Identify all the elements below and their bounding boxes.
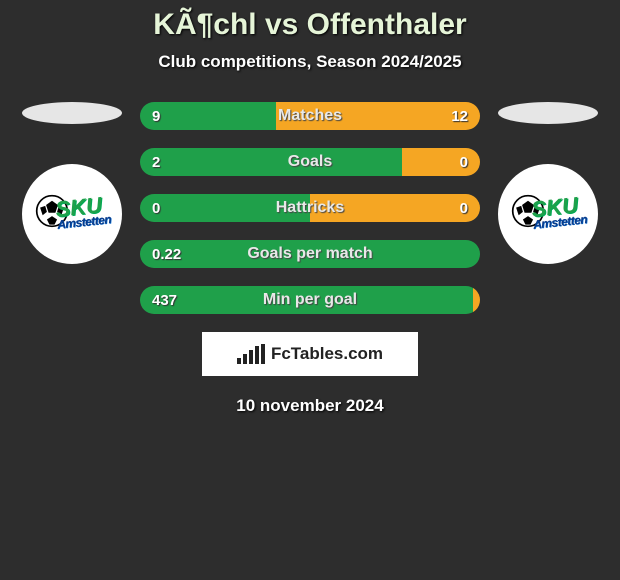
left-side: SKU Amstetten bbox=[22, 102, 122, 264]
footer-brand-text: FcTables.com bbox=[271, 344, 383, 364]
club-line2: Amstetten bbox=[533, 214, 588, 230]
right-club-badge: SKU Amstetten bbox=[498, 164, 598, 264]
comparison-row: SKU Amstetten Matches912Goals20Hattricks… bbox=[0, 102, 620, 314]
stat-seg-left bbox=[140, 102, 276, 130]
date-text: 10 november 2024 bbox=[0, 396, 620, 416]
stat-value-left: 0 bbox=[152, 194, 160, 222]
left-player-placeholder bbox=[22, 102, 122, 124]
bars-icon bbox=[237, 344, 265, 364]
club-line2: Amstetten bbox=[57, 214, 112, 230]
stat-value-left: 2 bbox=[152, 148, 160, 176]
stat-seg-left bbox=[140, 194, 310, 222]
subtitle: Club competitions, Season 2024/2025 bbox=[0, 52, 620, 72]
club-text: SKU Amstetten bbox=[55, 195, 112, 229]
stat-seg-right bbox=[310, 194, 480, 222]
stat-seg-left bbox=[140, 240, 480, 268]
club-text: SKU Amstetten bbox=[531, 195, 588, 229]
right-side: SKU Amstetten bbox=[498, 102, 598, 264]
stat-bar: Goals per match0.22 bbox=[140, 240, 480, 268]
stat-bar: Goals20 bbox=[140, 148, 480, 176]
footer-brand: FcTables.com bbox=[202, 332, 418, 376]
page-title: KÃ¶chl vs Offenthaler bbox=[0, 8, 620, 42]
stat-value-left: 437 bbox=[152, 286, 177, 314]
right-player-placeholder bbox=[498, 102, 598, 124]
stat-seg-left bbox=[140, 148, 402, 176]
left-club-badge: SKU Amstetten bbox=[22, 164, 122, 264]
stat-bar: Hattricks00 bbox=[140, 194, 480, 222]
stat-value-left: 9 bbox=[152, 102, 160, 130]
stat-value-right: 12 bbox=[451, 102, 468, 130]
stat-value-right: 0 bbox=[460, 194, 468, 222]
stat-bar: Min per goal437 bbox=[140, 286, 480, 314]
stats-bars: Matches912Goals20Hattricks00Goals per ma… bbox=[140, 102, 480, 314]
stat-seg-right bbox=[276, 102, 480, 130]
stat-seg-right bbox=[402, 148, 480, 176]
stat-value-right: 0 bbox=[460, 148, 468, 176]
stat-bar: Matches912 bbox=[140, 102, 480, 130]
stat-value-left: 0.22 bbox=[152, 240, 181, 268]
stat-seg-right bbox=[473, 286, 480, 314]
stat-seg-left bbox=[140, 286, 473, 314]
